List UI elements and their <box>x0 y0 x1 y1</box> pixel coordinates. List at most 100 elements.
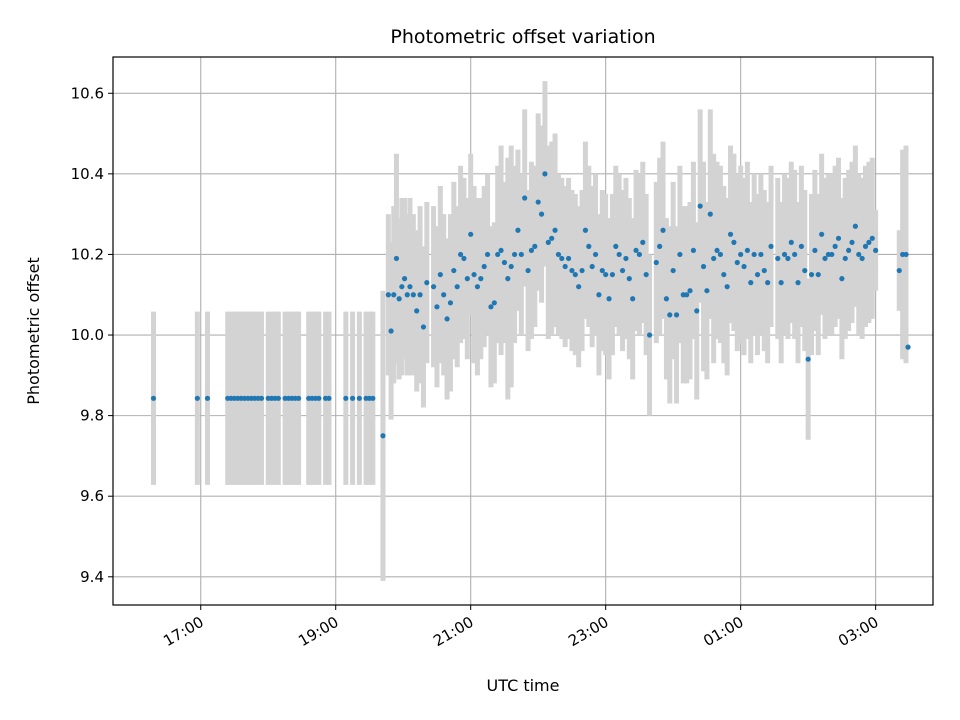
data-point <box>495 251 501 258</box>
data-point <box>687 288 693 294</box>
data-point <box>684 292 690 298</box>
y-tick-label: 10.4 <box>71 165 104 183</box>
data-point <box>484 251 491 258</box>
data-point <box>677 251 683 258</box>
data-point <box>667 312 673 318</box>
data-point <box>447 300 454 306</box>
data-point <box>903 251 909 258</box>
data-point <box>414 308 420 314</box>
data-point <box>846 247 852 254</box>
data-point <box>822 255 828 262</box>
data-point <box>832 243 838 249</box>
data-point <box>589 263 595 270</box>
data-point <box>150 395 157 401</box>
data-point <box>592 251 599 258</box>
data-point <box>549 235 555 241</box>
data-point <box>555 251 562 258</box>
x-axis-label: UTC time <box>487 676 560 695</box>
data-point <box>859 255 865 262</box>
data-point <box>690 247 697 254</box>
data-point <box>457 251 464 258</box>
data-point <box>792 251 798 258</box>
data-point <box>565 255 572 262</box>
data-point <box>501 259 508 266</box>
data-point <box>579 267 585 274</box>
data-point <box>204 395 211 401</box>
data-point <box>734 259 740 266</box>
data-point <box>633 247 639 254</box>
data-point <box>781 251 788 258</box>
data-point <box>295 395 302 401</box>
data-point <box>562 263 568 270</box>
data-point <box>471 271 477 278</box>
data-point <box>905 344 911 350</box>
data-point <box>657 243 663 249</box>
data-point <box>511 251 518 258</box>
data-point <box>515 227 521 233</box>
data-point <box>528 247 535 254</box>
data-point <box>663 296 670 302</box>
data-point <box>741 263 747 270</box>
data-point <box>468 231 474 237</box>
data-point <box>417 292 423 298</box>
data-point <box>538 211 545 217</box>
data-point <box>613 243 619 249</box>
data-point <box>576 284 582 290</box>
data-point <box>380 433 386 439</box>
data-point <box>721 271 727 278</box>
chart-title: Photometric offset variation <box>390 26 655 48</box>
data-point <box>775 255 781 262</box>
y-tick-label: 9.4 <box>80 568 104 586</box>
data-point <box>643 271 649 278</box>
data-point <box>829 251 835 258</box>
data-point <box>636 251 643 258</box>
data-point <box>420 324 427 330</box>
data-point <box>481 263 487 270</box>
data-point <box>393 255 400 262</box>
data-point <box>399 284 405 290</box>
data-point <box>396 296 402 302</box>
data-point <box>437 271 443 278</box>
y-tick-label: 9.6 <box>80 487 104 505</box>
data-point <box>609 271 616 278</box>
data-point <box>535 199 541 205</box>
data-point <box>441 292 447 298</box>
data-point <box>866 239 872 245</box>
data-point <box>488 304 494 310</box>
data-point <box>815 271 821 278</box>
data-point <box>697 203 703 209</box>
data-point <box>731 239 737 245</box>
data-point <box>778 280 784 286</box>
data-point <box>751 251 757 258</box>
data-point <box>343 395 349 401</box>
data-point <box>653 259 659 266</box>
data-point <box>518 251 524 258</box>
data-point <box>491 300 497 306</box>
data-point <box>869 235 875 241</box>
data-point <box>727 231 734 237</box>
data-point <box>738 251 744 258</box>
data-point <box>326 395 332 401</box>
data-point <box>596 292 602 298</box>
data-point <box>572 271 578 278</box>
data-point <box>194 395 200 401</box>
y-ticks: 9.4 9.6 9.8 10.0 10.2 10.4 10.6 <box>71 84 113 586</box>
data-point <box>700 263 707 270</box>
data-point <box>619 267 626 274</box>
data-point <box>711 255 717 262</box>
data-point <box>522 195 528 201</box>
data-point <box>873 247 879 254</box>
y-tick-label: 10.2 <box>71 245 104 263</box>
data-point <box>532 243 538 249</box>
data-point <box>670 267 676 274</box>
data-point <box>582 227 589 233</box>
data-point <box>717 251 724 258</box>
data-point <box>812 247 818 254</box>
data-point <box>552 227 558 233</box>
data-point <box>505 276 511 282</box>
data-point <box>444 316 450 322</box>
data-point <box>388 328 394 334</box>
data-point <box>478 276 484 282</box>
